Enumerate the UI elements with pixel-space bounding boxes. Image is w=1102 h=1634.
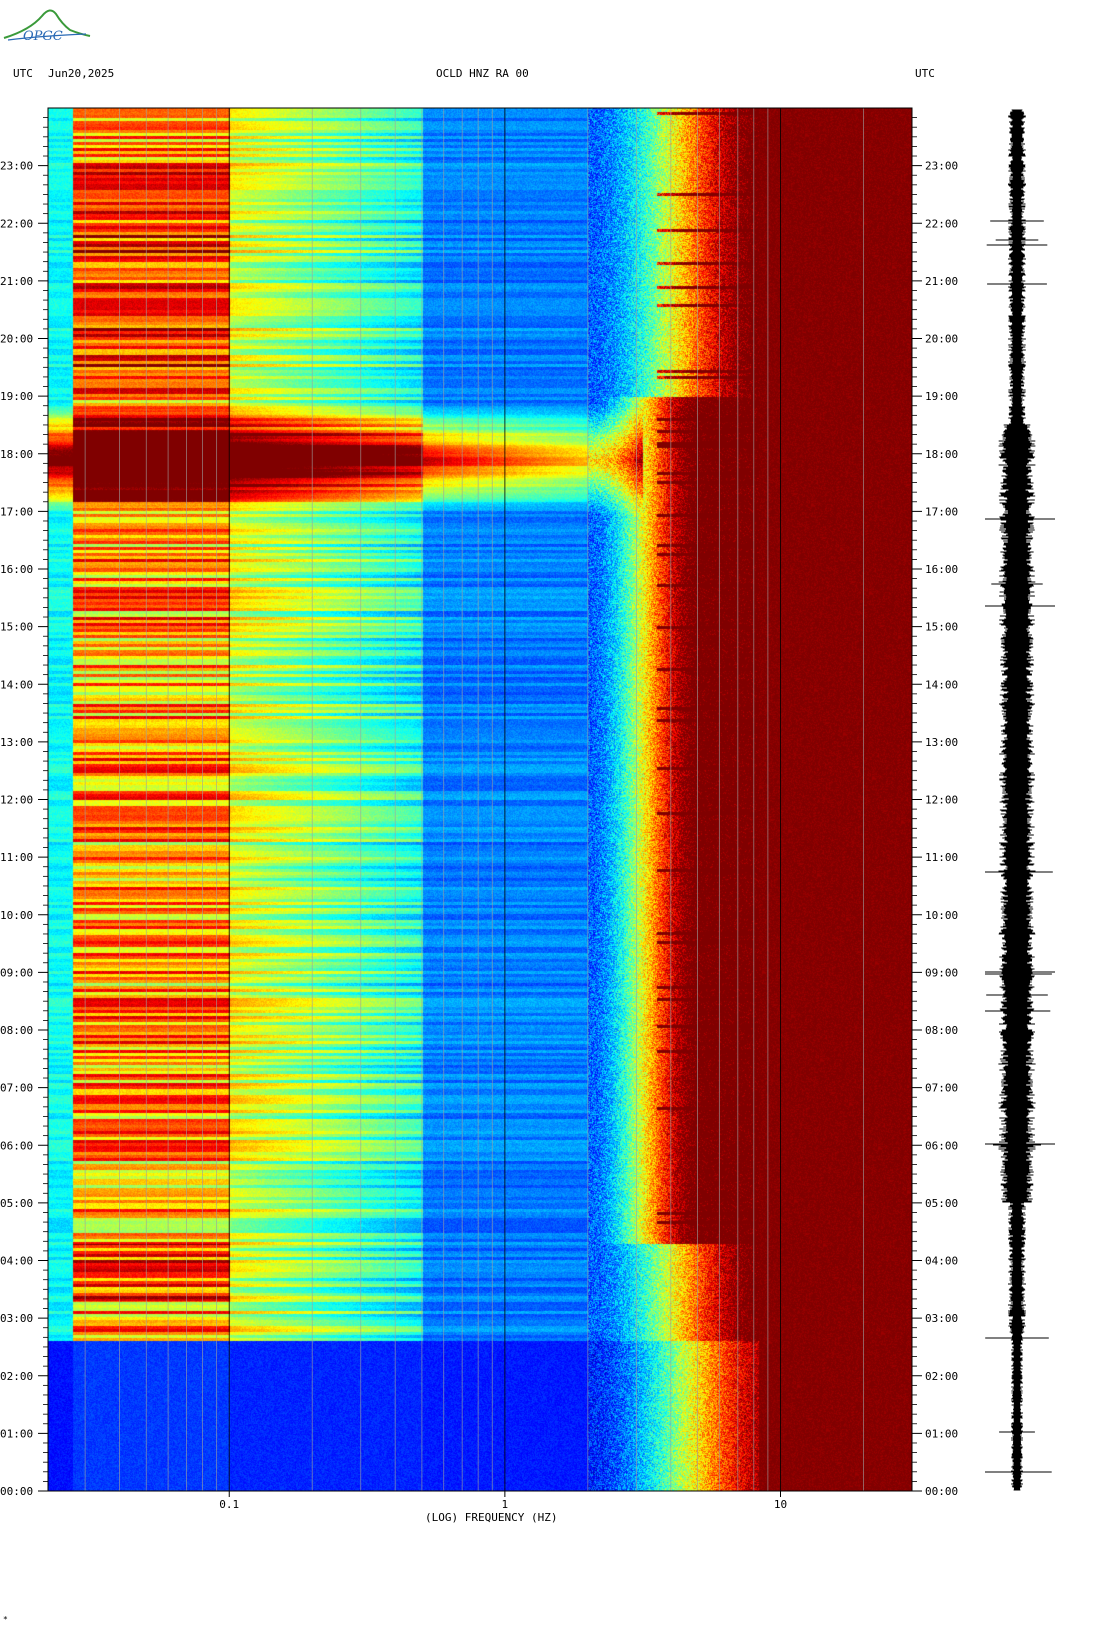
seismogram-trace: [985, 109, 1055, 1491]
y-tick-label-right: 03:00: [925, 1312, 958, 1325]
plot-frame: [47, 107, 913, 1492]
y-tick-label-right: 12:00: [925, 794, 958, 807]
y-tick-label-left: 15:00: [0, 621, 33, 634]
x-tick-label: 0.1: [219, 1498, 239, 1511]
x-axis-label: (LOG) FREQUENCY (HZ): [425, 1511, 558, 1524]
y-tick-label-left: 12:00: [0, 794, 33, 807]
y-tick-label-right: 04:00: [925, 1255, 958, 1268]
y-tick-label-right: 00:00: [925, 1485, 958, 1498]
y-tick-label-left: 05:00: [0, 1197, 33, 1210]
y-tick-label-right: 17:00: [925, 505, 958, 518]
y-tick-label-left: 10:00: [0, 909, 33, 922]
y-tick-label-right: 01:00: [925, 1427, 958, 1440]
y-tick-label-right: 05:00: [925, 1197, 958, 1210]
right-timezone: UTC: [915, 67, 935, 80]
y-tick-label-right: 14:00: [925, 678, 958, 691]
svg-text:OPGC: OPGC: [23, 29, 63, 44]
y-tick-label-right: 08:00: [925, 1024, 958, 1037]
y-tick-label-left: 00:00: [0, 1485, 33, 1498]
opgc-logo: OPGC: [3, 9, 91, 44]
y-tick-label-right: 15:00: [925, 621, 958, 634]
y-tick-label-right: 13:00: [925, 736, 958, 749]
y-tick-label-left: 08:00: [0, 1024, 33, 1037]
date-label: Jun20,2025: [48, 67, 115, 80]
y-tick-label-left: 19:00: [0, 390, 33, 403]
x-tick-label: 10: [774, 1498, 787, 1511]
left-timezone: UTC: [13, 67, 33, 80]
y-tick-label-left: 18:00: [0, 448, 33, 461]
y-tick-label-right: 21:00: [925, 275, 958, 288]
y-tick-label-left: 02:00: [0, 1370, 33, 1383]
y-tick-label-left: 04:00: [0, 1255, 33, 1268]
y-tick-label-right: 02:00: [925, 1370, 958, 1383]
y-tick-label-right: 16:00: [925, 563, 958, 576]
y-tick-label-left: 22:00: [0, 217, 33, 230]
y-tick-label-right: 18:00: [925, 448, 958, 461]
y-tick-label-right: 09:00: [925, 966, 958, 979]
y-tick-label-right: 22:00: [925, 217, 958, 230]
x-tick-label: 1: [502, 1498, 509, 1511]
y-tick-label-left: 23:00: [0, 160, 33, 173]
y-tick-label-left: 21:00: [0, 275, 33, 288]
y-tick-label-right: 10:00: [925, 909, 958, 922]
y-tick-label-right: 06:00: [925, 1139, 958, 1152]
y-tick-label-left: 01:00: [0, 1427, 33, 1440]
y-tick-label-right: 20:00: [925, 333, 958, 346]
y-tick-label-left: 03:00: [0, 1312, 33, 1325]
y-tick-label-right: 23:00: [925, 160, 958, 173]
y-tick-label-right: 07:00: [925, 1082, 958, 1095]
y-tick-label-left: 20:00: [0, 333, 33, 346]
seismogram-path: [985, 109, 1055, 1491]
y-tick-label-left: 09:00: [0, 966, 33, 979]
y-tick-label-left: 13:00: [0, 736, 33, 749]
y-tick-label-left: 11:00: [0, 851, 33, 864]
y-tick-label-left: 17:00: [0, 505, 33, 518]
y-tick-label-right: 19:00: [925, 390, 958, 403]
y-tick-label-left: 06:00: [0, 1139, 33, 1152]
station-title: OCLD HNZ RA 00: [436, 67, 529, 80]
footer-mark: *: [3, 1615, 8, 1624]
y-tick-label-left: 07:00: [0, 1082, 33, 1095]
y-tick-label-left: 16:00: [0, 563, 33, 576]
y-tick-label-right: 11:00: [925, 851, 958, 864]
y-tick-label-left: 14:00: [0, 678, 33, 691]
